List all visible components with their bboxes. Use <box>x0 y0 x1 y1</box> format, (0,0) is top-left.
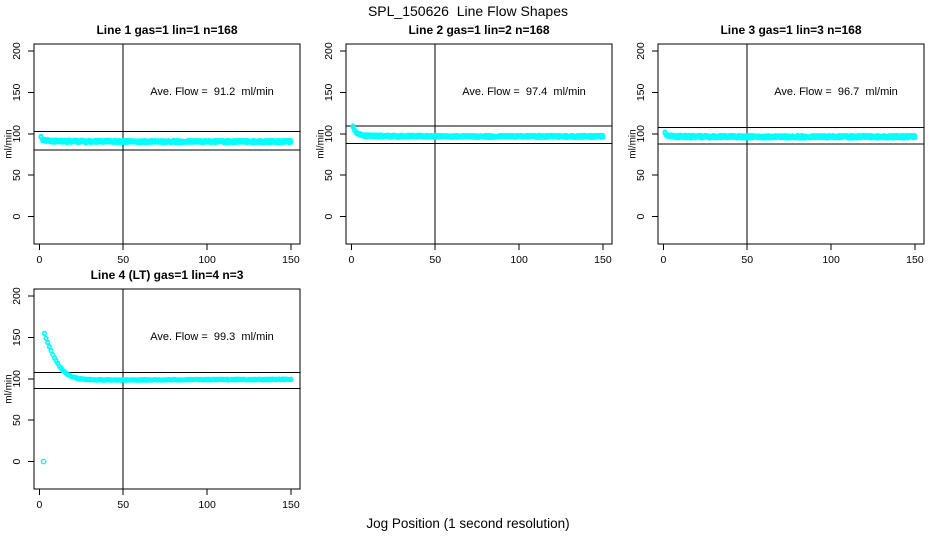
outlier-point <box>40 458 47 465</box>
y-tick-label: 150 <box>11 328 23 346</box>
subplot-title: Line 4 (LT) gas=1 lin=4 n=3 <box>90 268 244 282</box>
plot-box <box>657 43 925 245</box>
data-point <box>47 344 52 349</box>
ave-flow-annotation: Ave. Flow = 96.7 ml/min <box>774 86 898 98</box>
x-tick-label: 150 <box>906 254 924 265</box>
subplot-line-1: Line 1 gas=1 lin=1 n=168 Ave. Flow = 91.… <box>0 20 312 265</box>
plot-box <box>345 43 613 245</box>
x-tick-label: 50 <box>741 254 753 265</box>
subplot-line-2: Line 2 gas=1 lin=2 n=168 Ave. Flow = 97.… <box>312 20 624 265</box>
data-point <box>60 138 66 144</box>
y-tick-label: 0 <box>323 213 335 219</box>
y-tick-label: 150 <box>11 83 23 101</box>
plot-canvas: 0 50 100 150 200 0 50 100 150 <box>635 42 925 265</box>
y-tick-label: 200 <box>323 42 335 60</box>
y-tick-label: 100 <box>635 125 647 143</box>
data-points <box>350 123 606 141</box>
figure-title: SPL_150626 Line Flow Shapes <box>367 3 569 19</box>
ave-flow-annotation: Ave. Flow = 97.4 ml/min <box>462 86 586 98</box>
y-tick-label: 100 <box>11 370 23 388</box>
ave-flow-annotation: Ave. Flow = 99.3 ml/min <box>150 331 274 343</box>
x-tick-label: 100 <box>822 254 840 265</box>
x-tick-label: 50 <box>117 499 129 510</box>
plot-box <box>33 288 301 490</box>
y-tick-label: 200 <box>11 287 23 305</box>
x-tick-label: 50 <box>429 254 441 265</box>
data-point <box>600 134 606 139</box>
y-tick-label: 50 <box>11 414 23 426</box>
data-point <box>43 335 49 341</box>
data-points <box>38 133 294 146</box>
data-point <box>288 377 294 383</box>
x-tick-label: 0 <box>36 254 42 265</box>
y-tick-label: 50 <box>11 169 23 181</box>
x-tick-label: 100 <box>510 254 528 265</box>
y-tick-label: 150 <box>323 83 335 101</box>
data-point <box>48 348 54 353</box>
y-tick-label: 50 <box>323 169 335 181</box>
subplot-title: Line 1 gas=1 lin=1 n=168 <box>96 23 238 37</box>
x-tick-label: 150 <box>282 254 300 265</box>
y-tick-label: 200 <box>635 42 647 60</box>
y-tick-label: 0 <box>11 458 23 464</box>
data-point <box>45 339 51 345</box>
y-tick-label: 0 <box>11 213 23 219</box>
data-point <box>912 134 918 140</box>
plot-canvas: 0 50 100 150 200 0 50 100 150 <box>11 42 301 265</box>
data-points <box>41 330 294 383</box>
subplot-title: Line 2 gas=1 lin=2 n=168 <box>408 23 550 37</box>
x-tick-label: 0 <box>660 254 666 265</box>
plot-canvas: 0 50 100 150 200 0 50 100 150 <box>11 287 301 510</box>
x-tick-label: 150 <box>594 254 612 265</box>
data-points <box>662 129 918 141</box>
y-tick-label: 0 <box>635 213 647 219</box>
x-tick-label: 0 <box>36 499 42 510</box>
x-tick-label: 0 <box>348 254 354 265</box>
y-tick-label: 200 <box>11 42 23 60</box>
y-tick-label: 100 <box>11 125 23 143</box>
y-tick-label: 100 <box>323 125 335 143</box>
subplot-line-3: Line 3 gas=1 lin=3 n=168 Ave. Flow = 96.… <box>624 20 936 265</box>
plot-box <box>33 43 301 245</box>
y-tick-label: 150 <box>635 83 647 101</box>
subplot-title: Line 3 gas=1 lin=3 n=168 <box>720 23 862 37</box>
data-point <box>41 331 47 337</box>
y-tick-label: 50 <box>635 169 647 181</box>
data-point <box>288 139 294 145</box>
ave-flow-annotation: Ave. Flow = 91.2 ml/min <box>150 86 274 98</box>
subplot-line-4: Line 4 (LT) gas=1 lin=4 n=3 Ave. Flow = … <box>0 265 312 510</box>
x-axis-label: Jog Position (1 second resolution) <box>366 516 570 531</box>
plot-canvas: 0 50 100 150 200 0 50 100 150 <box>323 42 613 265</box>
x-tick-label: 150 <box>282 499 300 510</box>
data-point <box>684 133 690 139</box>
data-point <box>286 377 292 383</box>
x-tick-label: 50 <box>117 254 129 265</box>
x-tick-label: 100 <box>198 499 216 510</box>
x-tick-label: 100 <box>198 254 216 265</box>
data-point <box>372 133 378 138</box>
